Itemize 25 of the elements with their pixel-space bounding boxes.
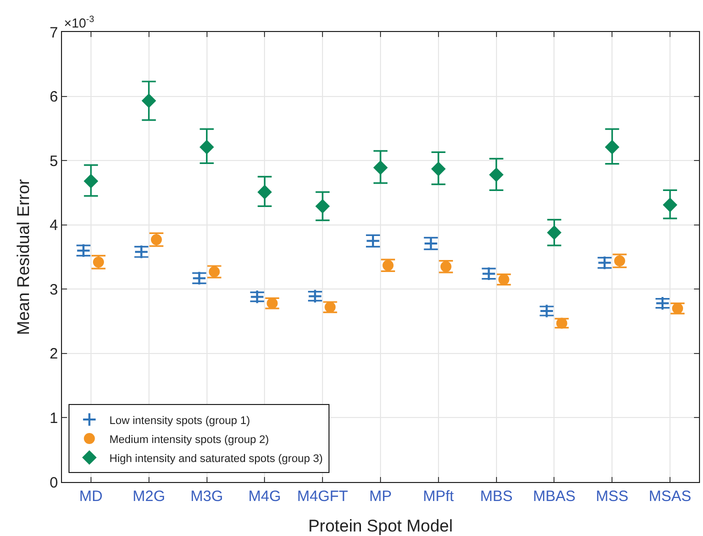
legend-label: Low intensity spots (group 1) [109, 414, 250, 427]
y-tick-label: 0 [50, 474, 58, 492]
x-tick-label: MSS [596, 488, 628, 505]
x-tick-label: MBAS [532, 488, 576, 505]
x-tick-label: M4GFT [297, 488, 348, 505]
y-tick-label: 2 [50, 346, 58, 363]
y-tick-label: 5 [50, 152, 58, 170]
text: ×10$^{-3}$ [64, 14, 94, 30]
x-tick-label: MSAS [648, 488, 692, 505]
x-tick-label: MD [79, 488, 103, 505]
x-tick-label: MBS [480, 488, 513, 505]
x-axis-title: Protein Spot Model [308, 516, 453, 536]
x-tick-label: M3G [190, 488, 224, 505]
x-tick-label: MPft [422, 488, 455, 505]
legend-label: High intensity and saturated spots (group 3) [109, 452, 323, 465]
y-tick-label: 7 [50, 24, 58, 42]
y-axis-title: Mean Residual Error [14, 178, 34, 335]
y-tick-label: 1 [50, 410, 58, 427]
x-tick-label: M4G [248, 488, 281, 505]
y-tick-label: 3 [50, 281, 58, 298]
y-tick-label: 4 [50, 217, 58, 234]
x-tick-label: M2G [132, 488, 166, 505]
y-tick-label: 6 [50, 88, 58, 106]
legend-label: Medium intensity spots (group 2) [109, 434, 269, 446]
x-tick-label: MP [369, 488, 392, 505]
